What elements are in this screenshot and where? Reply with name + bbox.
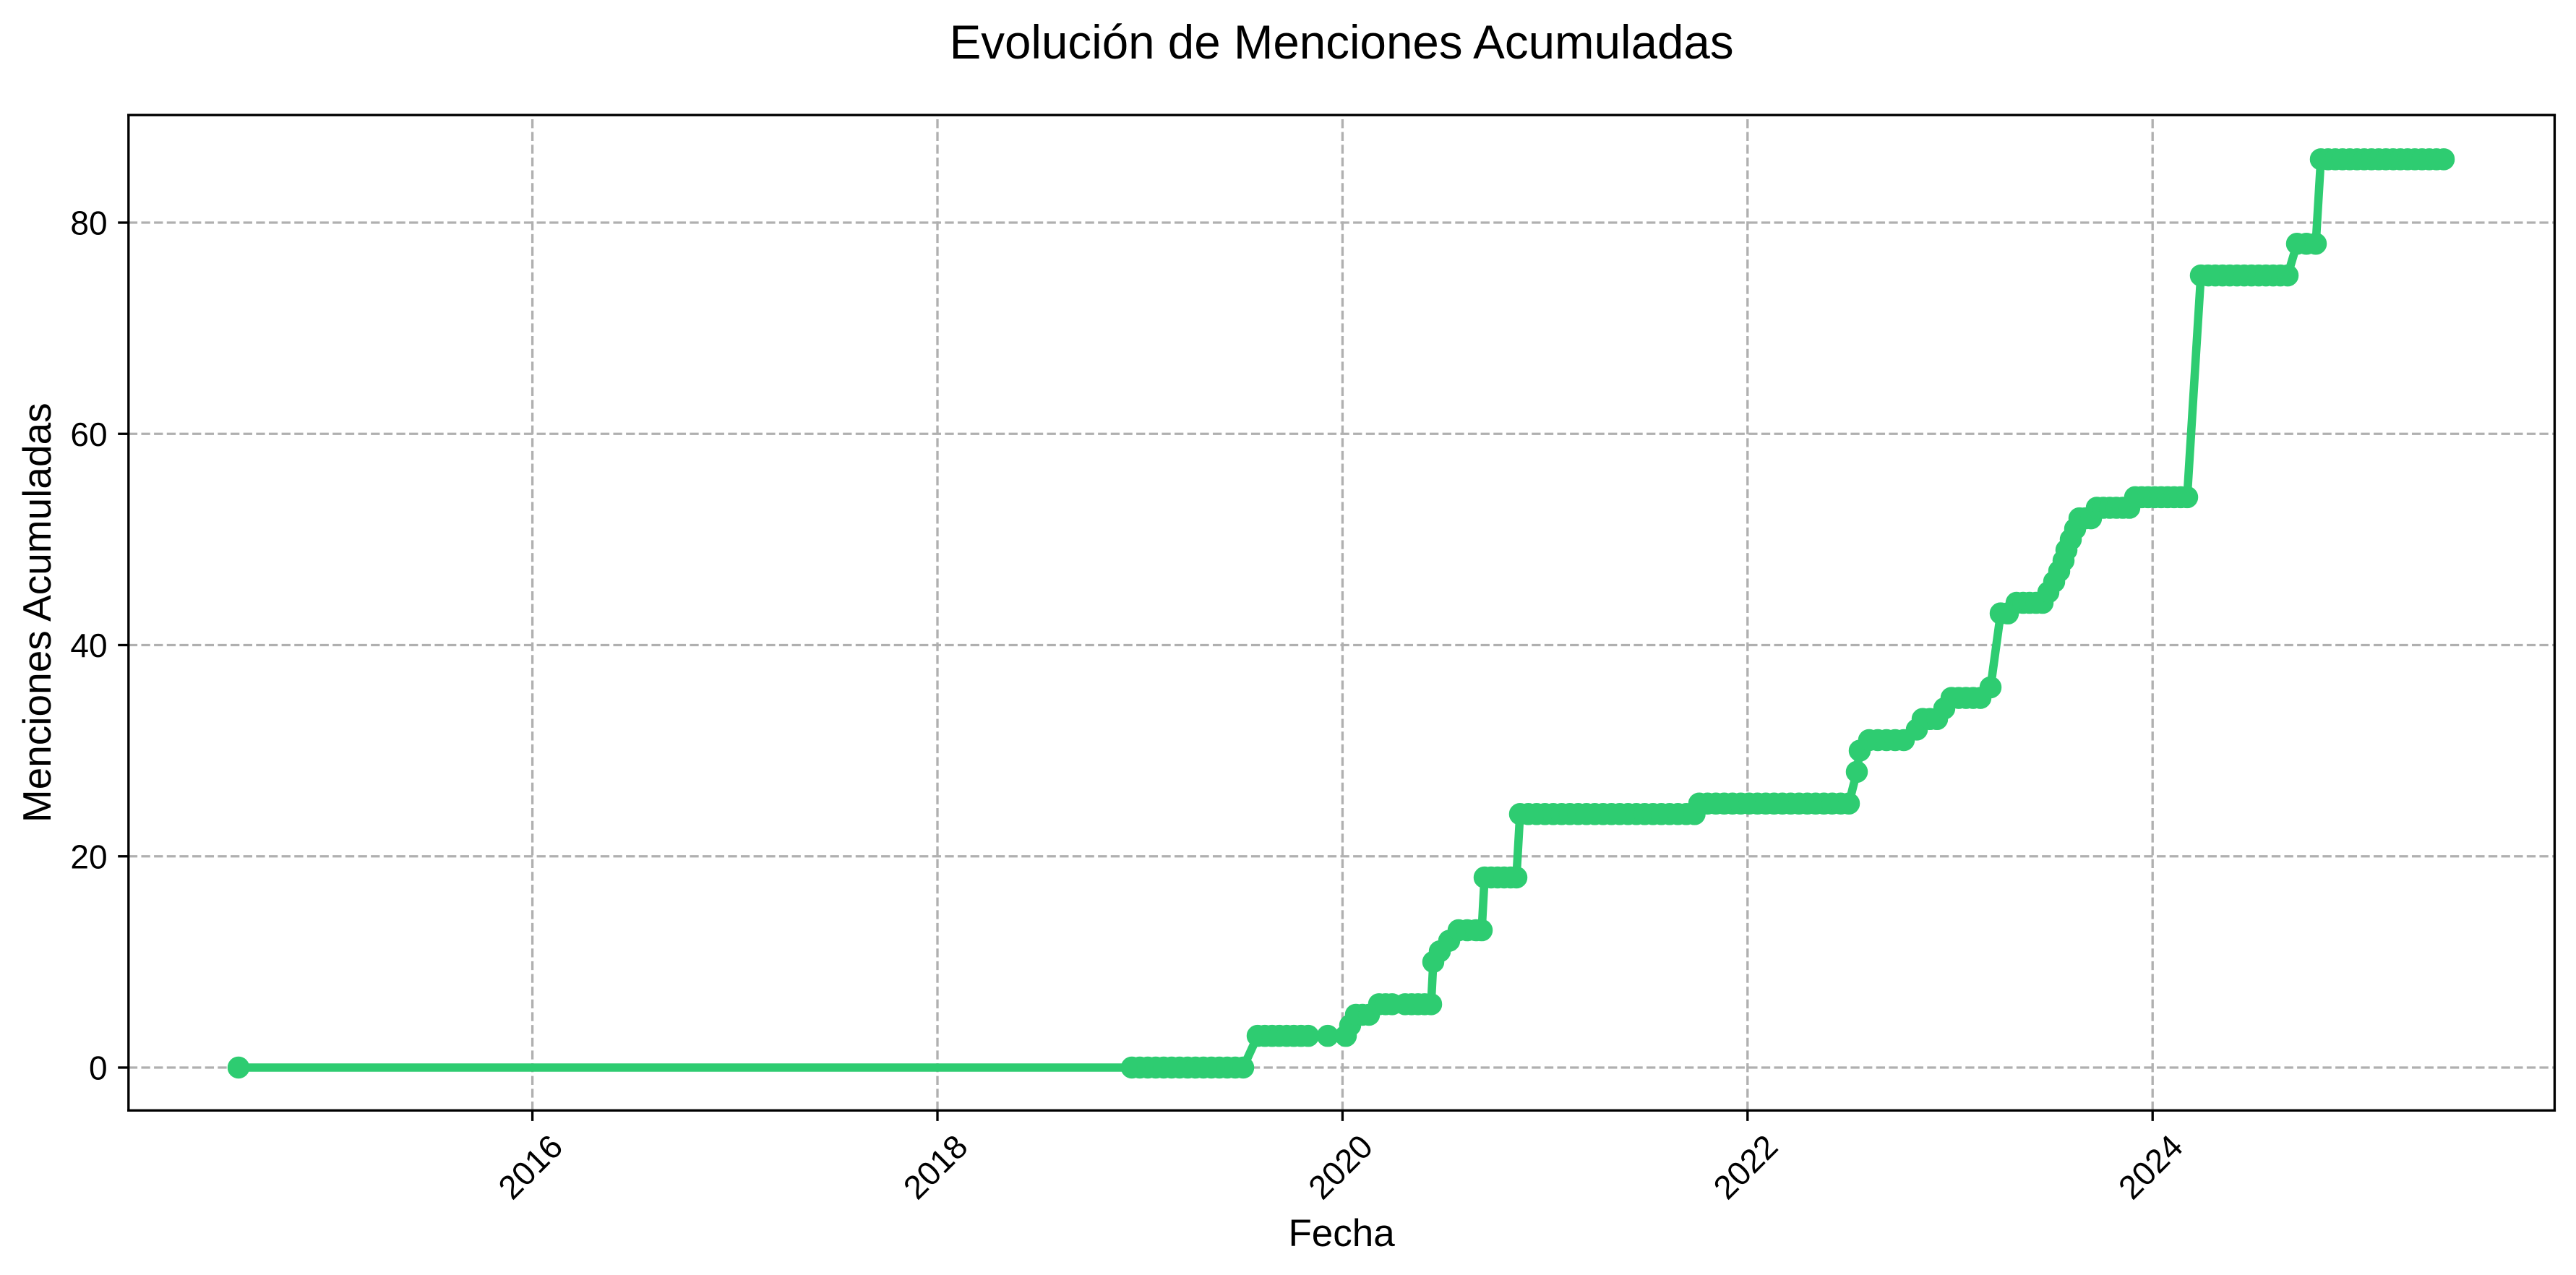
svg-text:20: 20 xyxy=(70,838,107,875)
svg-text:40: 40 xyxy=(70,627,107,664)
svg-text:Evolución de Menciones Acumula: Evolución de Menciones Acumuladas xyxy=(950,16,1734,69)
svg-text:Menciones Acumuladas: Menciones Acumuladas xyxy=(14,403,59,823)
svg-text:0: 0 xyxy=(89,1049,108,1087)
svg-text:60: 60 xyxy=(70,416,107,453)
svg-text:80: 80 xyxy=(70,205,107,242)
svg-text:Fecha: Fecha xyxy=(1288,1212,1395,1255)
